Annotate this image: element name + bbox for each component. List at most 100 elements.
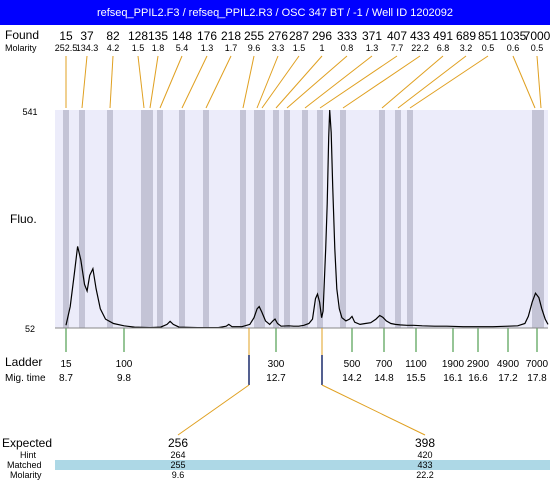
found-peak-molarity: 1.3	[201, 43, 214, 53]
found-peak-size: 1035	[500, 29, 527, 43]
peak-band	[407, 110, 413, 328]
found-peak-molarity: 7.7	[391, 43, 404, 53]
found-peak-size: 82	[106, 29, 120, 43]
matched-size: 255	[170, 460, 185, 470]
ladder-size: 300	[268, 359, 285, 370]
found-peak-size: 371	[362, 29, 382, 43]
peak-connector	[304, 55, 373, 109]
matched-size: 433	[417, 460, 432, 470]
expected-connector	[177, 384, 250, 436]
matched-row-highlight	[55, 460, 550, 470]
peak-band	[79, 110, 85, 328]
peak-connector	[319, 55, 398, 109]
found-peak-molarity: 0.5	[482, 43, 495, 53]
found-peak-size: 15	[59, 29, 73, 43]
molarity-label: Molarity	[5, 43, 37, 53]
peak-band	[259, 110, 265, 328]
peak-band	[395, 110, 401, 328]
found-peak-size: 7000	[524, 29, 550, 43]
ladder-size: 500	[344, 359, 361, 370]
found-peak-size: 491	[433, 29, 453, 43]
found-label: Found	[5, 28, 39, 42]
mig-time-label: Mig. time	[5, 373, 46, 384]
peak-connector	[137, 55, 145, 109]
ladder-mig-time: 9.8	[117, 373, 131, 384]
found-peak-molarity: 6.8	[437, 43, 450, 53]
peak-connector	[109, 55, 114, 109]
peak-band	[538, 110, 544, 328]
found-peak-size: 433	[410, 29, 430, 43]
peak-connector	[512, 55, 536, 109]
found-peak-size: 128	[128, 29, 148, 43]
ladder-mig-time: 8.7	[59, 373, 73, 384]
ladder-size: 15	[60, 359, 72, 370]
found-peak-size: 276	[268, 29, 288, 43]
hint-size: 264	[170, 450, 185, 460]
ladder-size: 1100	[405, 359, 427, 370]
peak-connector	[286, 55, 348, 109]
peak-connector	[256, 55, 279, 109]
found-peak-size: 255	[244, 29, 264, 43]
peak-connector	[159, 55, 183, 109]
window-title: refseq_PPIL2.F3 / refseq_PPIL2.R3 / OSC …	[96, 6, 454, 19]
peak-connector	[342, 55, 421, 109]
found-peak-size: 333	[337, 29, 357, 43]
found-peak-molarity: 1.5	[132, 43, 145, 53]
found-peak-molarity: 0.5	[531, 43, 544, 53]
expected-connector	[321, 384, 426, 436]
ladder-size: 700	[376, 359, 393, 370]
peak-band	[379, 110, 385, 328]
found-peak-size: 407	[387, 29, 407, 43]
peak-band	[284, 110, 290, 328]
ladder-mig-time: 12.7	[266, 373, 286, 384]
found-peak-molarity: 1.7	[225, 43, 238, 53]
y-axis-min-label: 52	[25, 324, 35, 334]
ladder-mig-time: 16.6	[468, 373, 488, 384]
ladder-mig-time: 16.1	[443, 373, 463, 384]
found-peak-molarity: 1.8	[152, 43, 165, 53]
ladder-size: 4900	[497, 359, 520, 370]
peak-connector	[149, 55, 159, 109]
peak-band	[254, 110, 260, 328]
peak-connector	[409, 55, 489, 109]
ladder-size: 7000	[526, 359, 549, 370]
found-peak-size: 135	[148, 29, 168, 43]
ladder-mig-time: 15.5	[406, 373, 426, 384]
found-peak-molarity: 9.6	[248, 43, 261, 53]
found-peak-molarity: 1	[319, 43, 324, 53]
matched-label: Matched	[7, 460, 42, 470]
matched-molarity: 9.6	[172, 470, 185, 480]
peak-band	[157, 110, 163, 328]
peak-band	[532, 110, 538, 328]
peak-band	[63, 110, 69, 328]
expected-size: 398	[415, 436, 435, 450]
ladder-mig-time: 17.2	[498, 373, 518, 384]
expected-size: 256	[168, 436, 188, 450]
peak-band	[141, 110, 147, 328]
found-peak-molarity: 22.2	[411, 43, 429, 53]
found-peak-molarity: 4.2	[107, 43, 120, 53]
ladder-mig-time: 14.2	[342, 373, 362, 384]
peak-band	[302, 110, 308, 328]
found-peak-size: 218	[221, 29, 241, 43]
peak-connector	[261, 55, 300, 109]
peak-connector	[536, 55, 542, 109]
ladder-label: Ladder	[5, 355, 42, 369]
peak-connector	[81, 55, 88, 109]
matched-molarity: 22.2	[416, 470, 434, 480]
found-peak-size: 851	[478, 29, 498, 43]
peak-band	[203, 110, 209, 328]
peak-connector	[381, 55, 444, 109]
found-peak-size: 689	[456, 29, 476, 43]
ladder-mig-time: 14.8	[374, 373, 394, 384]
peak-band	[107, 110, 113, 328]
found-peak-molarity: 3.3	[272, 43, 285, 53]
peak-connector	[205, 55, 232, 109]
found-peak-molarity: 252.5	[55, 43, 78, 53]
ladder-size: 100	[116, 359, 133, 370]
plot-area	[55, 110, 548, 328]
peak-connector	[181, 55, 208, 109]
peak-connector	[397, 55, 467, 109]
